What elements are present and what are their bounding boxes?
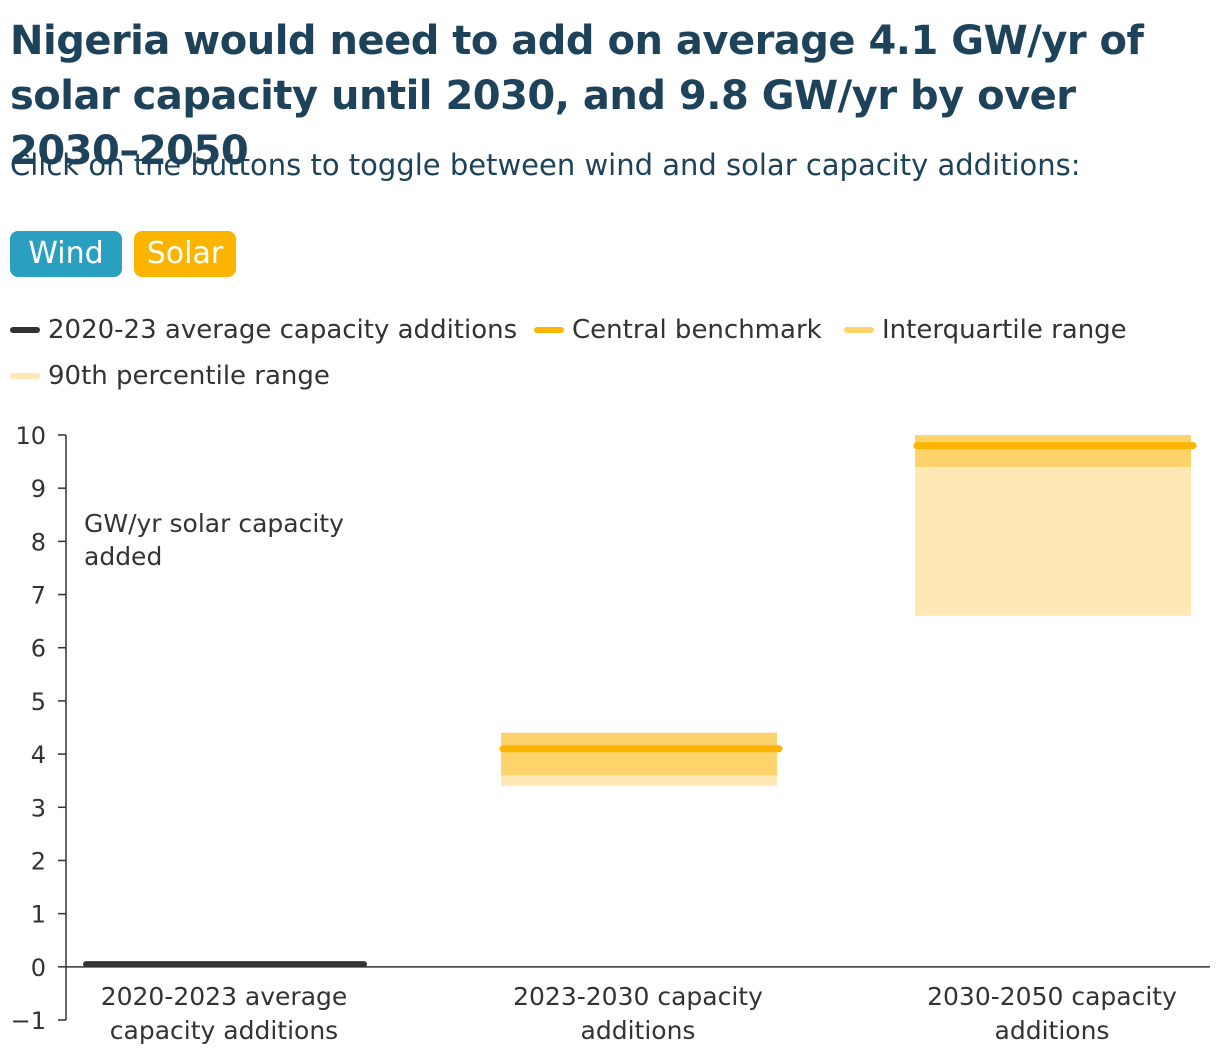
legend-item-central: Central benchmark xyxy=(534,312,822,348)
legend-item-iqr: Interquartile range xyxy=(844,312,1127,348)
y-tick-label: 4 xyxy=(31,741,46,769)
y-tick-label: 5 xyxy=(31,688,46,716)
y-annotation-line2: added xyxy=(84,542,162,571)
iqr-range-bar-2 xyxy=(915,435,1191,467)
y-tick-label: 1 xyxy=(31,901,46,929)
y-tick-label: 6 xyxy=(31,635,46,663)
iqr-range-bar-1 xyxy=(501,732,777,776)
y-tick-label: 10 xyxy=(15,422,46,450)
legend-swatch-central xyxy=(534,327,564,333)
y-tick-label: 8 xyxy=(31,528,46,556)
x-category-label-0-line2: capacity additions xyxy=(110,1016,338,1045)
chart-subtitle: Click on the buttons to toggle between w… xyxy=(10,148,1081,182)
legend-swatch-p90 xyxy=(10,373,40,379)
y-tick-label: 9 xyxy=(31,475,46,503)
legend-item-historical: 2020-23 average capacity additions xyxy=(10,312,517,348)
y-tick-label: 7 xyxy=(31,582,46,610)
x-category-label-1-line2: additions xyxy=(581,1016,696,1045)
y-tick-label: 2 xyxy=(31,847,46,875)
legend-swatch-historical xyxy=(10,327,40,333)
x-category-label-2-line2: additions xyxy=(995,1016,1110,1045)
y-tick-label: −1 xyxy=(11,1007,46,1035)
legend-label-iqr: Interquartile range xyxy=(882,315,1127,345)
chart-plot: −1 0 1 2 3 4 5 6 7 8 9 10 2020-2023 average capacity … xyxy=(11,422,1210,1045)
legend-label-historical: 2020-23 average capacity additions xyxy=(48,315,518,345)
y-tick-label: 3 xyxy=(31,794,46,822)
y-tick-label: 0 xyxy=(31,954,46,982)
wind-toggle-button[interactable]: Wind xyxy=(10,231,122,277)
x-category-label-1-line1: 2023-2030 capacity xyxy=(513,982,763,1011)
y-annotation-line1: GW/yr solar capacity xyxy=(84,509,344,538)
x-category-label-0-line1: 2020-2023 average xyxy=(101,982,348,1011)
legend-label-central: Central benchmark xyxy=(572,315,822,345)
solar-toggle-button[interactable]: Solar xyxy=(134,231,236,277)
legend-label-p90: 90th percentile range xyxy=(48,361,330,391)
legend-swatch-iqr xyxy=(844,327,874,333)
x-category-label-2-line1: 2030-2050 capacity xyxy=(927,982,1177,1011)
chart-title: Nigeria would need to add on average 4.1… xyxy=(10,18,1144,174)
legend-item-p90: 90th percentile range xyxy=(10,358,330,394)
